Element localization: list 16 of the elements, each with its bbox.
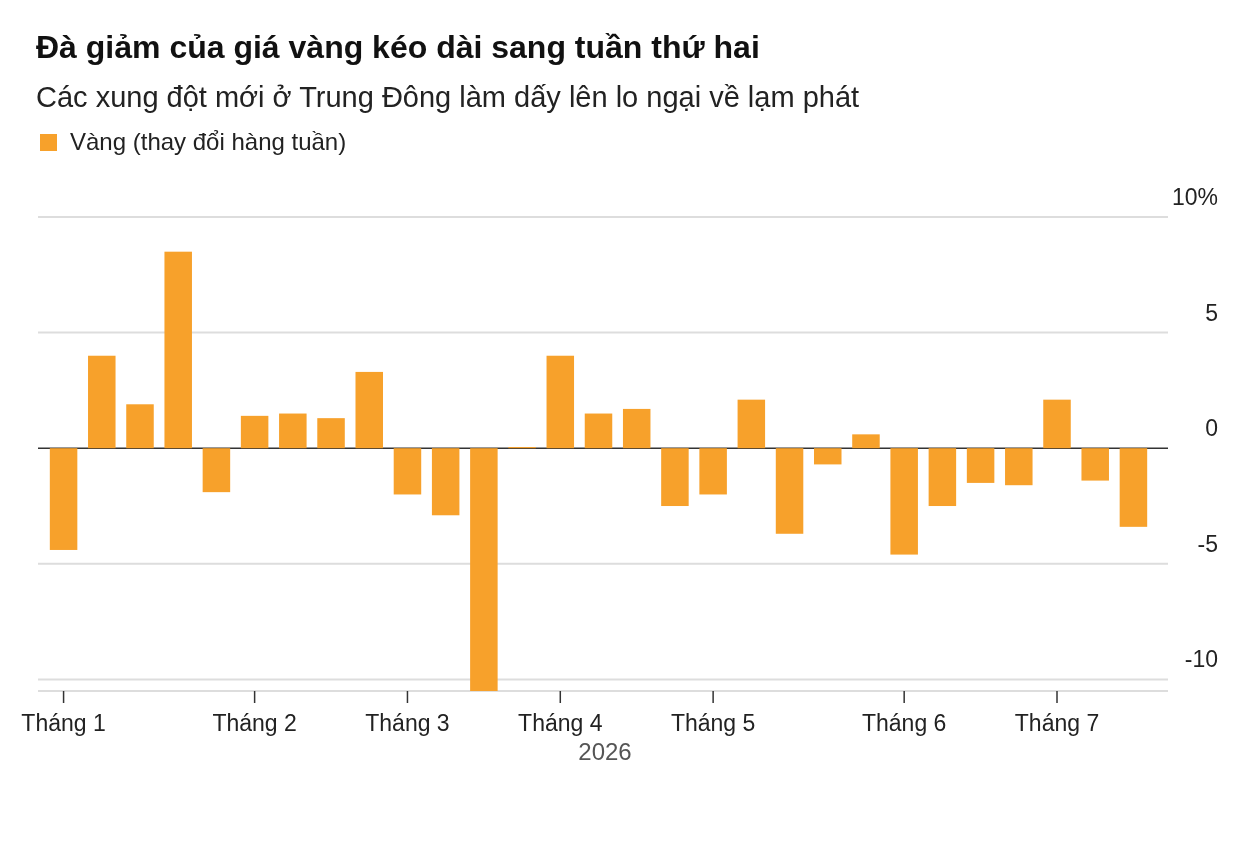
legend-label: Vàng (thay đổi hàng tuần)	[70, 128, 347, 155]
x-tick-label: Tháng 5	[670, 710, 756, 736]
y-tick-label: 10%	[1171, 184, 1218, 210]
chart-title: Đà giảm của giá vàng kéo dài sang tuần thứ hai	[36, 29, 760, 65]
y-tick-label: 0	[1205, 415, 1218, 442]
y-tick-label: -5	[1197, 530, 1218, 557]
x-tick-label: Tháng 6	[861, 710, 947, 736]
x-tick-label: Tháng 2	[212, 710, 297, 736]
x-tick-label: Tháng 7	[1014, 710, 1100, 736]
y-tick-label: 5	[1205, 299, 1218, 326]
x-tick-label: Tháng 4	[518, 710, 603, 736]
y-tick-label: -10	[1184, 646, 1218, 673]
chart-subtitle: Các xung đột mới ở Trung Đông làm dấy lên lo ngại về lạm phát	[36, 81, 860, 113]
x-axis-title: 2026	[578, 738, 632, 765]
x-tick-label: Tháng 3	[365, 710, 450, 736]
x-tick-label: Tháng 1	[21, 710, 106, 736]
